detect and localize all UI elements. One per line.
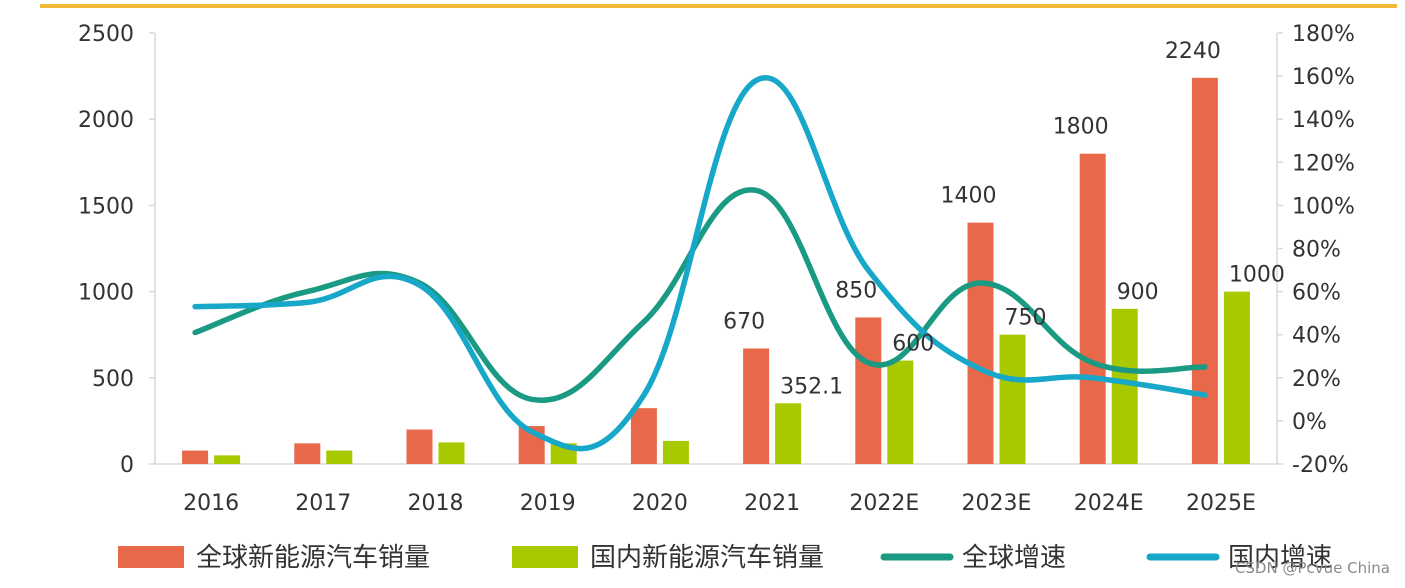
- global-sales-bar: [1079, 153, 1106, 464]
- x-category-label: 2020: [632, 491, 688, 516]
- data-label: 750: [1005, 306, 1047, 331]
- data-label: 1400: [941, 184, 997, 209]
- x-category-label: 2023E: [962, 491, 1032, 516]
- x-category-label: 2021: [744, 491, 800, 516]
- domestic-sales-bar: [326, 450, 353, 464]
- y-right-tick-label: 180%: [1292, 22, 1355, 47]
- domestic-growth-line: [192, 75, 1208, 452]
- data-label: 670: [723, 309, 765, 334]
- legend: 全球新能源汽车销量 国内新能源汽车销量 全球增速 国内增速: [118, 543, 1332, 573]
- line-series: [192, 75, 1208, 452]
- y-left-tick-label: 0: [120, 453, 134, 478]
- axes: 0 500 1000 1500 2000 2500 -20% 0% 20% 40% 60% 80% 10…: [78, 22, 1355, 516]
- data-label: 1800: [1053, 115, 1109, 140]
- global-sales-bar: [406, 429, 433, 464]
- legend-swatch: [512, 546, 578, 568]
- domestic-sales-bar: [438, 442, 465, 464]
- domestic-sales-bar: [1111, 308, 1138, 464]
- global-sales-bar: [855, 317, 882, 464]
- x-category-label: 2018: [408, 491, 464, 516]
- bar-series: [182, 77, 1250, 464]
- legend-label: 全球新能源汽车销量: [196, 543, 430, 573]
- x-category-label: 2024E: [1074, 491, 1144, 516]
- x-category-label: 2017: [295, 491, 351, 516]
- y-right-tick-label: 0%: [1292, 410, 1327, 435]
- domestic-sales-bar: [887, 360, 914, 464]
- legend-label: 全球增速: [962, 543, 1066, 573]
- global-sales-bar: [630, 408, 657, 464]
- global-sales-bar: [182, 450, 209, 464]
- y-right-tick-label: 100%: [1292, 194, 1355, 219]
- y-right-tick-label: 20%: [1292, 367, 1341, 392]
- legend-label: 国内新能源汽车销量: [590, 543, 824, 573]
- domestic-sales-bar: [662, 440, 689, 464]
- data-label: 850: [835, 278, 877, 303]
- global-sales-bar: [1191, 77, 1218, 464]
- domestic-sales-bar: [999, 334, 1026, 464]
- global-sales-bar: [294, 443, 321, 464]
- y-right-tick-label: 80%: [1292, 238, 1341, 263]
- legend-label: 国内增速: [1228, 543, 1332, 573]
- y-right-tick-label: 60%: [1292, 281, 1341, 306]
- data-label: 600: [892, 332, 934, 357]
- y-left-tick-label: 1500: [78, 194, 134, 219]
- data-label: 1000: [1229, 263, 1285, 288]
- global-sales-bar: [967, 222, 994, 464]
- y-right-tick-label: 120%: [1292, 151, 1355, 176]
- y-left-tick-label: 2000: [78, 108, 134, 133]
- data-label: 352.1: [780, 374, 843, 399]
- y-right-tick-label: -20%: [1292, 453, 1349, 478]
- domestic-sales-bar: [775, 403, 802, 464]
- global-sales-bar: [743, 348, 770, 464]
- y-right-tick-label: 160%: [1292, 65, 1355, 90]
- x-category-label: 2016: [183, 491, 239, 516]
- data-labels: 670 352.1 850 600 1400 750 1800 900 2240 1000: [723, 39, 1285, 399]
- data-label: 2240: [1165, 39, 1221, 64]
- y-left-tick-label: 500: [92, 367, 134, 392]
- data-label: 900: [1117, 280, 1159, 305]
- x-category-label: 2025E: [1186, 491, 1256, 516]
- x-category-label: 2019: [520, 491, 576, 516]
- domestic-sales-bar: [1223, 291, 1250, 464]
- y-left-tick-label: 1000: [78, 281, 134, 306]
- x-category-label: 2022E: [849, 491, 919, 516]
- y-right-tick-label: 140%: [1292, 108, 1355, 133]
- legend-swatch: [118, 546, 184, 568]
- y-left-tick-label: 2500: [78, 22, 134, 47]
- watermark-text: CSDN @Pcvue China: [1235, 559, 1390, 577]
- y-right-tick-label: 40%: [1292, 324, 1341, 349]
- domestic-sales-bar: [214, 455, 241, 464]
